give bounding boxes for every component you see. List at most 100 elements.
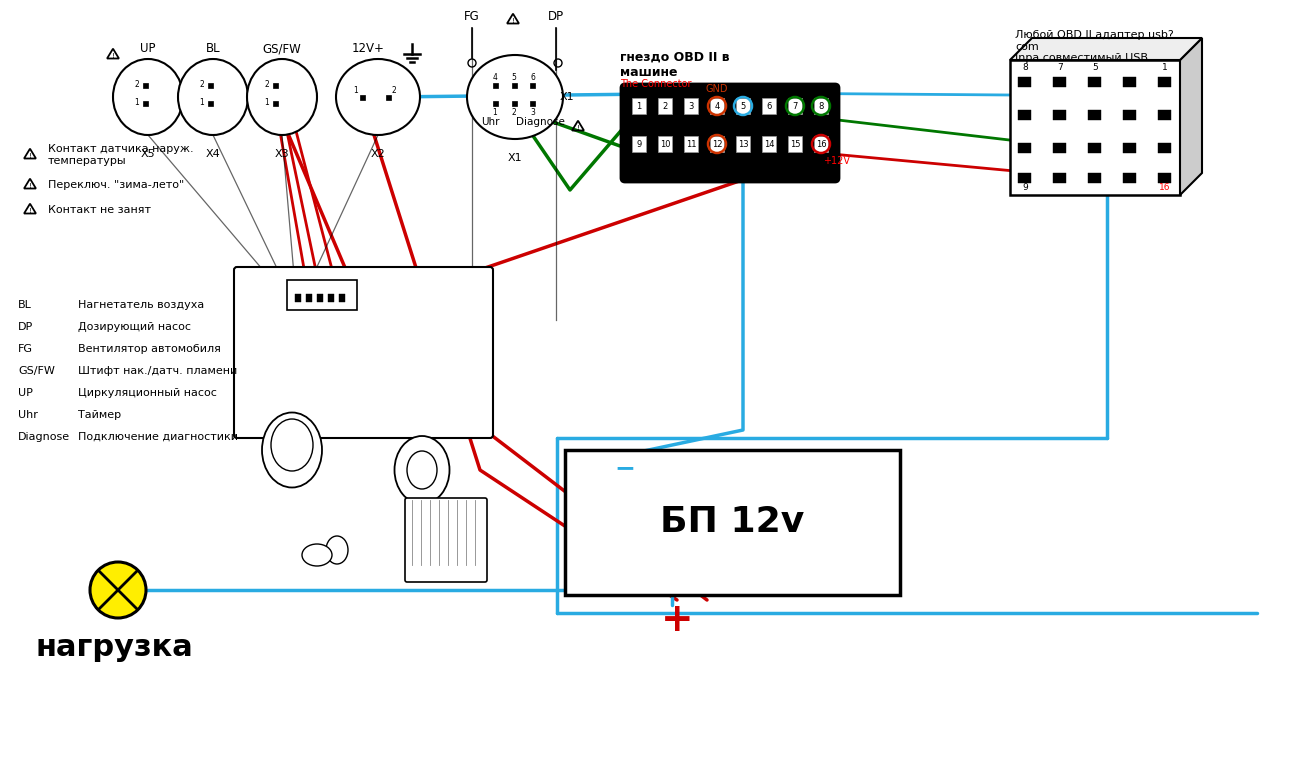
Circle shape bbox=[90, 562, 146, 618]
Bar bbox=[1159, 143, 1172, 153]
Text: Diagnose: Diagnose bbox=[18, 432, 71, 442]
Text: 1: 1 bbox=[264, 98, 269, 106]
Text: Штифт нак./датч. пламени: Штифт нак./датч. пламени bbox=[78, 366, 237, 376]
Text: K1: K1 bbox=[789, 84, 802, 94]
Text: 3: 3 bbox=[688, 102, 693, 111]
Text: 7: 7 bbox=[1057, 63, 1063, 72]
Text: 14: 14 bbox=[764, 140, 774, 148]
Text: 11: 11 bbox=[685, 140, 696, 148]
Bar bbox=[632, 98, 646, 114]
Text: Вентилятор автомобиля: Вентилятор автомобиля bbox=[78, 344, 221, 354]
FancyBboxPatch shape bbox=[234, 267, 493, 438]
Text: UP: UP bbox=[140, 42, 156, 55]
Bar bbox=[1088, 143, 1101, 153]
Bar bbox=[814, 136, 828, 152]
Text: DP: DP bbox=[18, 322, 33, 332]
Text: 12V+: 12V+ bbox=[352, 42, 385, 55]
Bar bbox=[208, 83, 212, 88]
Text: Переключ. "зима-лето": Переключ. "зима-лето" bbox=[48, 180, 184, 190]
Bar bbox=[814, 98, 828, 114]
Text: 1: 1 bbox=[493, 108, 497, 116]
Bar bbox=[317, 294, 323, 302]
Text: 16: 16 bbox=[816, 140, 827, 148]
Bar bbox=[531, 83, 535, 88]
Bar bbox=[531, 101, 535, 105]
Text: !: ! bbox=[29, 183, 31, 189]
Bar bbox=[208, 101, 212, 105]
Bar bbox=[658, 136, 672, 152]
Text: The Connector: The Connector bbox=[620, 79, 692, 89]
Text: машине: машине bbox=[620, 66, 678, 79]
Text: Контакт датчика наруж.
температуры: Контакт датчика наруж. температуры bbox=[48, 144, 194, 166]
Bar bbox=[1010, 60, 1180, 195]
Text: K2: K2 bbox=[815, 84, 828, 94]
Bar bbox=[763, 136, 776, 152]
Text: Любой OBD II адаптер usb?
com
Inpa совместимый USB: Любой OBD II адаптер usb? com Inpa совме… bbox=[1015, 30, 1173, 63]
Text: X4: X4 bbox=[205, 149, 220, 159]
Ellipse shape bbox=[407, 451, 437, 489]
Bar bbox=[296, 294, 301, 302]
Bar bbox=[1019, 110, 1032, 120]
Bar bbox=[1053, 77, 1066, 87]
Ellipse shape bbox=[336, 59, 420, 135]
Text: 1: 1 bbox=[135, 98, 139, 106]
Text: !: ! bbox=[577, 125, 579, 131]
Text: Дозирующий насос: Дозирующий насос bbox=[78, 322, 191, 332]
Text: Нагнетатель воздуха: Нагнетатель воздуха bbox=[78, 300, 204, 310]
Text: 9: 9 bbox=[637, 140, 642, 148]
Text: 2: 2 bbox=[135, 79, 139, 89]
Bar bbox=[736, 98, 749, 114]
Text: Контакт не занят: Контакт не занят bbox=[48, 205, 150, 215]
Text: 6: 6 bbox=[766, 102, 772, 111]
Text: X2: X2 bbox=[370, 149, 386, 159]
Text: DP: DP bbox=[548, 10, 564, 23]
Bar bbox=[1159, 110, 1172, 120]
Bar bbox=[565, 450, 900, 595]
Bar bbox=[1124, 143, 1137, 153]
Polygon shape bbox=[1010, 38, 1202, 60]
Bar bbox=[1159, 77, 1172, 87]
Text: X1: X1 bbox=[508, 153, 522, 163]
Text: 2: 2 bbox=[391, 86, 396, 95]
Bar bbox=[787, 136, 802, 152]
Bar bbox=[328, 294, 334, 302]
Text: 8: 8 bbox=[819, 102, 824, 111]
Bar bbox=[1019, 173, 1032, 183]
Bar bbox=[360, 95, 365, 99]
Text: Diagnose: Diagnose bbox=[515, 117, 565, 127]
Text: 7: 7 bbox=[793, 102, 798, 111]
Bar bbox=[710, 136, 725, 152]
Bar bbox=[1124, 110, 1137, 120]
Text: 5: 5 bbox=[511, 73, 517, 82]
Bar bbox=[632, 136, 646, 152]
Text: FG: FG bbox=[18, 344, 33, 354]
Bar bbox=[1053, 143, 1066, 153]
Text: !: ! bbox=[111, 53, 114, 59]
Text: 1: 1 bbox=[353, 86, 358, 95]
Text: Подключение диагностики: Подключение диагностики bbox=[78, 432, 238, 442]
Bar bbox=[1088, 77, 1101, 87]
Ellipse shape bbox=[262, 413, 322, 487]
FancyBboxPatch shape bbox=[621, 84, 838, 182]
Text: !: ! bbox=[29, 208, 31, 214]
Text: 1: 1 bbox=[1162, 63, 1168, 72]
Bar bbox=[493, 101, 497, 105]
Bar bbox=[143, 101, 148, 105]
Text: 10: 10 bbox=[659, 140, 670, 148]
Ellipse shape bbox=[326, 536, 348, 564]
Text: нагрузка: нагрузка bbox=[35, 633, 192, 662]
Text: GND: GND bbox=[706, 84, 729, 94]
Bar bbox=[143, 83, 148, 88]
Bar bbox=[684, 136, 698, 152]
Text: X1: X1 bbox=[560, 92, 574, 102]
Bar bbox=[386, 95, 391, 99]
Text: !: ! bbox=[29, 153, 31, 159]
Text: 15: 15 bbox=[790, 140, 800, 148]
Text: −: − bbox=[615, 456, 636, 480]
Text: 9: 9 bbox=[1022, 183, 1028, 192]
Ellipse shape bbox=[178, 59, 249, 135]
Bar bbox=[658, 98, 672, 114]
Text: 13: 13 bbox=[738, 140, 748, 148]
Text: GS/FW: GS/FW bbox=[263, 42, 301, 55]
Bar bbox=[736, 136, 749, 152]
